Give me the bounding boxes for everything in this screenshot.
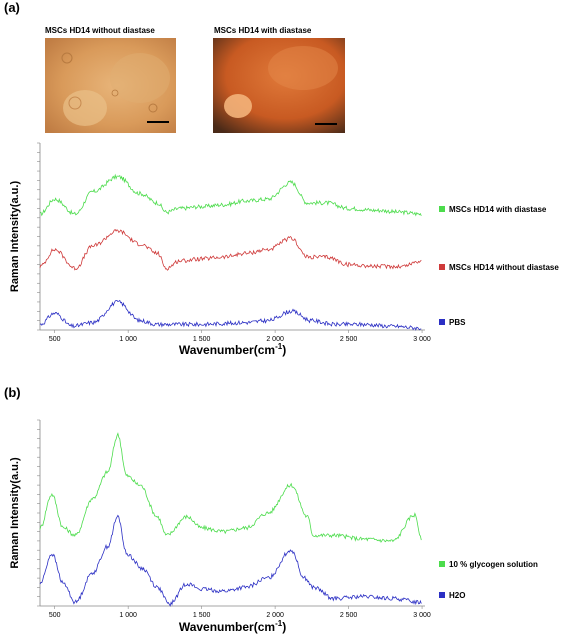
chart-b-y-axis-title: Raman Intensity(a.u.) — [9, 457, 21, 569]
chart-a-y-axis-title: Raman Intensity(a.u.) — [9, 181, 21, 293]
chart-b-series-h2o — [39, 514, 422, 607]
chart-a-x-tick-label: 500 — [49, 336, 61, 343]
chart-a-series-mscs-hd14-without-diastase — [39, 229, 422, 271]
chart-a-x-tick-label: 2 000 — [266, 336, 284, 343]
chart-b-legend-label-10-glycogen-solution: 10 % glycogen solution — [449, 560, 538, 569]
chart-b-x-tick-label: 1 000 — [119, 612, 137, 619]
photo-title-without-diastase: MSCs HD14 without diastase — [45, 26, 155, 35]
chart-b-x-tick-label: 2 500 — [340, 612, 358, 619]
chart-a-x-tick-label: 3 000 — [413, 336, 431, 343]
chart-b-x-tick-label: 3 000 — [413, 612, 431, 619]
chart-a-legend-swatch-mscs-hd14-with-diastase — [439, 206, 445, 212]
panel-a-label: (a) — [4, 0, 20, 15]
chart-b-series-10-glycogen-solution — [39, 432, 422, 543]
chart-a-legend-swatch-pbs — [439, 319, 445, 325]
chart-a-legend-label-pbs: PBS — [449, 318, 466, 327]
chart-a-series-pbs — [39, 299, 422, 331]
chart-a-x-axis-title: Wavenumber(cm-1) — [179, 342, 286, 357]
chart-b-x-tick-label: 1 500 — [193, 612, 211, 619]
chart-a-x-tick-label: 2 500 — [340, 336, 358, 343]
chart-a-x-tick-label: 1 500 — [193, 336, 211, 343]
chart-b-x-tick-label: 2 000 — [266, 612, 284, 619]
chart-b-legend-label-h2o: H2O — [449, 591, 465, 600]
panel-b-label: (b) — [4, 385, 21, 400]
chart-a-legend-swatch-mscs-hd14-without-diastase — [439, 264, 445, 270]
photo-title-with-diastase: MSCs HD14 with diastase — [214, 26, 312, 35]
chart-a-legend-label-mscs-hd14-without-diastase: MSCs HD14 without diastase — [449, 263, 559, 272]
chart-b-legend-swatch-h2o — [439, 592, 445, 598]
chart-a-x-tick-label: 1 000 — [119, 336, 137, 343]
micrograph-without-diastase — [45, 38, 176, 133]
chart-a-legend-label-mscs-hd14-with-diastase: MSCs HD14 with diastase — [449, 205, 547, 214]
chart-b-x-axis-title: Wavenumber(cm-1) — [179, 619, 286, 634]
chart-b-x-tick-label: 500 — [49, 612, 61, 619]
chart-b-legend-swatch-10-glycogen-solution — [439, 561, 445, 567]
chart-a-series-mscs-hd14-with-diastase — [39, 173, 422, 217]
micrograph-with-diastase — [213, 38, 345, 133]
